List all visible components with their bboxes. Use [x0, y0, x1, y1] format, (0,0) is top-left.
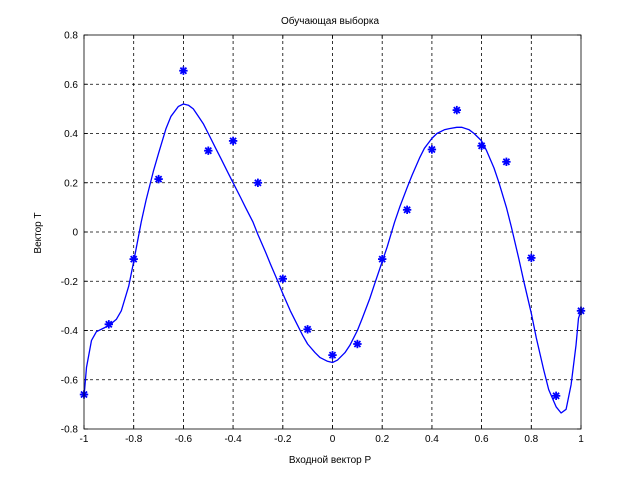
- grid: [84, 35, 581, 429]
- y-tick-label: 0.6: [64, 80, 78, 91]
- x-tick-label: 1: [578, 434, 584, 445]
- x-axis-title: Входной вектор P: [289, 455, 372, 466]
- data-point: [179, 66, 188, 75]
- x-tick-label: -0.2: [274, 434, 292, 445]
- x-tick-label: -0.4: [224, 434, 242, 445]
- x-tick-label: 0.2: [375, 434, 389, 445]
- y-tick-labels: -0.8 -0.6 -0.4 -0.2 0 0.2 0.4 0.6 0.8: [61, 31, 79, 436]
- y-tick-label: -0.6: [61, 375, 79, 386]
- data-point: [502, 157, 511, 167]
- data-point: [104, 320, 114, 329]
- x-tick-label: 0.8: [524, 434, 538, 445]
- data-point: [402, 205, 412, 215]
- y-tick-label: 0.2: [64, 178, 78, 189]
- x-tick-label: -0.6: [175, 434, 193, 445]
- x-tick-label: -0.8: [125, 434, 143, 445]
- y-tick-label: 0: [72, 228, 78, 239]
- data-point: [228, 136, 238, 146]
- data-point: [477, 141, 486, 151]
- x-tick-label: 0.6: [475, 434, 489, 445]
- x-tick-label: 0.4: [425, 434, 439, 445]
- fitted-curve-series: [83, 103, 582, 414]
- y-tick-label: -0.8: [61, 425, 79, 436]
- y-tick-label: -0.4: [61, 326, 79, 337]
- data-point: [253, 178, 263, 188]
- y-tick-label: 0.8: [64, 31, 78, 42]
- data-point: [378, 254, 387, 264]
- data-point: [353, 339, 362, 349]
- y-axis-title: Вектор T: [33, 212, 44, 253]
- data-point: [551, 391, 561, 400]
- x-tick-label: -1: [80, 434, 89, 445]
- x-tick-label: 0: [330, 434, 336, 445]
- x-tick-labels: -1 -0.8 -0.6 -0.4 -0.2 0 0.2 0.4 0.6 0.8 1: [80, 434, 585, 445]
- data-point: [278, 274, 287, 283]
- data-point: [328, 350, 337, 360]
- y-tick-label: -0.2: [61, 277, 79, 288]
- data-point: [427, 145, 437, 154]
- data-point: [452, 105, 461, 115]
- data-point: [204, 146, 213, 155]
- plot-frame: [83, 34, 582, 430]
- data-point: [129, 254, 138, 264]
- y-tick-label: 0.4: [64, 129, 78, 140]
- data-point: [303, 325, 312, 334]
- data-point: [154, 174, 163, 184]
- fitted-curve-line: [83, 103, 582, 414]
- training-samples-series: [79, 66, 586, 400]
- data-point: [527, 253, 536, 263]
- chart-title: Обучающая выборка: [281, 15, 379, 27]
